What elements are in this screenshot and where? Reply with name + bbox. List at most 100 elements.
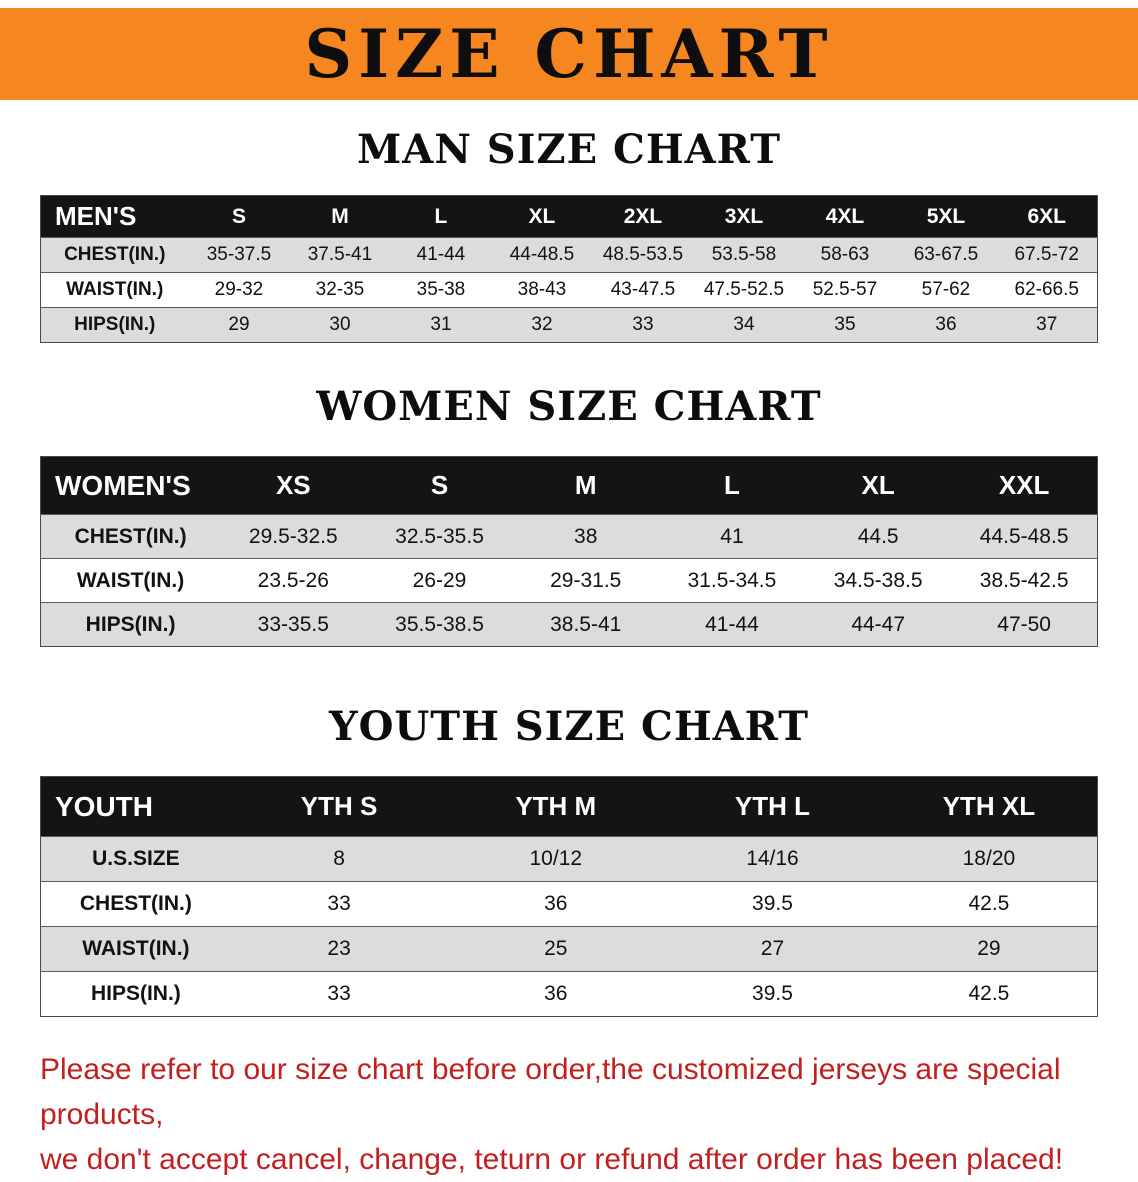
size-value-cell: 67.5-72: [1014, 244, 1079, 265]
size-value-cell: 33: [327, 982, 351, 1005]
size-column-header: XXL: [951, 456, 1098, 515]
size-value-cell: 62-66.5: [1014, 279, 1079, 300]
size-column-header: S: [188, 195, 290, 238]
size-value-cell: 36: [544, 892, 568, 915]
disclaimer-line-2: we don't accept cancel, change, teturn o…: [40, 1143, 1064, 1176]
size-value-cell: 35: [834, 314, 856, 335]
size-column-header: 3XL: [693, 195, 795, 238]
size-value-cell: 23: [327, 937, 351, 960]
table-row: WAIST(IN.) 23.5-26 26-29 29-31.5 31.5-34.5 34…: [40, 558, 1098, 603]
table-header-row: WOMEN'S XS S M L XL XXL: [40, 456, 1098, 515]
disclaimer-note: Please refer to our size chart before or…: [0, 1017, 1138, 1182]
size-value-cell: 41: [720, 524, 744, 548]
size-value-cell: 18/20: [962, 847, 1016, 870]
size-value-cell: 34: [733, 314, 755, 335]
size-value-cell: 53.5-58: [711, 244, 777, 265]
table-corner-label: WOMEN'S: [40, 456, 221, 515]
row-label: HIPS(IN.): [85, 612, 176, 636]
row-label: HIPS(IN.): [74, 314, 156, 335]
size-value-cell: 10/12: [529, 847, 583, 870]
size-column-header: 6XL: [996, 195, 1098, 238]
size-value-cell: 25: [544, 937, 568, 960]
banner: SIZE CHART: [0, 8, 1138, 100]
size-value-cell: 29-31.5: [550, 568, 622, 592]
size-value-cell: 42.5: [968, 982, 1010, 1005]
size-value-cell: 58-63: [820, 244, 870, 265]
size-value-cell: 39.5: [752, 892, 793, 915]
size-value-cell: 63-67.5: [913, 244, 979, 265]
table-row: HIPS(IN.) 33 36 39.5 42.5: [40, 971, 1098, 1017]
size-value-cell: 36: [935, 314, 957, 335]
size-value-cell: 14/16: [746, 847, 799, 870]
youth-section-heading: YOUTH SIZE CHART: [329, 703, 809, 750]
size-column-header: YTH L: [664, 776, 881, 837]
size-column-header: YTH XL: [880, 776, 1098, 837]
size-value-cell: 38.5-41: [550, 612, 622, 636]
table-row: U.S.SIZE 8 10/12 14/16 18/20: [40, 836, 1098, 882]
size-value-cell: 29: [977, 937, 1001, 960]
table-row: CHEST(IN.) 35-37.5 37.5-41 41-44 44-48.5 48.5…: [40, 237, 1098, 273]
size-value-cell: 33: [327, 892, 351, 915]
row-label: CHEST(IN.): [79, 892, 192, 915]
women-size-section: WOMEN SIZE CHART WOMEN'S XS S M L XL XXL CHEST(…: [0, 343, 1138, 647]
size-column-header: YTH S: [230, 776, 448, 837]
row-label: CHEST(IN.): [64, 244, 166, 265]
row-label: CHEST(IN.): [74, 524, 187, 548]
size-column-header: XS: [220, 456, 367, 515]
disclaimer-line-1: Please refer to our size chart before or…: [40, 1053, 1061, 1131]
size-value-cell: 39.5: [752, 982, 793, 1005]
row-label: WAIST(IN.): [82, 937, 190, 960]
row-label: WAIST(IN.): [66, 279, 164, 300]
women-size-table: WOMEN'S XS S M L XL XXL CHEST(IN.) 29.5-32.5 32.5…: [40, 456, 1098, 647]
size-column-header: M: [289, 195, 391, 238]
size-value-cell: 35.5-38.5: [395, 612, 484, 636]
table-corner-label: YOUTH: [40, 776, 231, 837]
youth-size-section: YOUTH SIZE CHART YOUTH YTH S YTH M YTH L YTH…: [0, 647, 1138, 1017]
size-column-header: L: [658, 456, 806, 515]
size-value-cell: 31: [430, 314, 452, 335]
table-header-row: MEN'S S M L XL 2XL 3XL 4XL 5XL 6XL: [40, 195, 1098, 238]
size-value-cell: 47.5-52.5: [703, 279, 785, 300]
size-value-cell: 34.5-38.5: [833, 568, 923, 592]
size-value-cell: 29.5-32.5: [248, 524, 338, 548]
size-value-cell: 41-44: [416, 244, 466, 265]
size-value-cell: 37.5-41: [307, 244, 373, 265]
size-value-cell: 23.5-26: [257, 568, 329, 592]
table-row: WAIST(IN.) 29-32 32-35 35-38 38-43 43-47.5 47.…: [40, 272, 1098, 308]
size-value-cell: 44.5: [857, 524, 899, 548]
size-value-cell: 33-35.5: [257, 612, 329, 636]
table-row: CHEST(IN.) 29.5-32.5 32.5-35.5 38 41 44.5 44.5…: [40, 514, 1098, 559]
row-label: U.S.SIZE: [92, 847, 180, 870]
size-value-cell: 52.5-57: [812, 279, 878, 300]
size-column-header: YTH M: [447, 776, 665, 837]
size-column-header: XL: [805, 456, 952, 515]
size-value-cell: 57-62: [921, 279, 971, 300]
size-value-cell: 38.5-42.5: [979, 568, 1069, 592]
size-value-cell: 33: [632, 314, 654, 335]
size-value-cell: 30: [329, 314, 351, 335]
size-value-cell: 43-47.5: [610, 279, 676, 300]
size-value-cell: 8: [333, 847, 345, 870]
men-size-section: MAN SIZE CHART MEN'S S M L XL 2XL 3XL 4XL 5XL 6XL…: [0, 100, 1138, 343]
size-value-cell: 29: [228, 314, 250, 335]
size-value-cell: 38-43: [517, 279, 567, 300]
size-column-header: 5XL: [895, 195, 997, 238]
size-value-cell: 26-29: [412, 568, 467, 592]
youth-size-table: YOUTH YTH S YTH M YTH L YTH XL U.S.SIZE 8 10/12…: [40, 776, 1098, 1017]
size-value-cell: 37: [1036, 314, 1058, 335]
size-value-cell: 42.5: [968, 892, 1010, 915]
size-value-cell: 27: [760, 937, 785, 960]
size-column-header: M: [512, 456, 659, 515]
size-value-cell: 36: [544, 982, 568, 1005]
table-row: HIPS(IN.) 33-35.5 35.5-38.5 38.5-41 41-44 44-…: [40, 602, 1098, 647]
size-value-cell: 35-38: [416, 279, 466, 300]
women-section-heading: WOMEN SIZE CHART: [316, 383, 822, 430]
size-value-cell: 32: [531, 314, 553, 335]
size-column-header: 4XL: [794, 195, 896, 238]
size-column-header: XL: [491, 195, 593, 238]
men-size-table: MEN'S S M L XL 2XL 3XL 4XL 5XL 6XL CHEST(IN.) 35-37…: [40, 195, 1098, 343]
size-value-cell: 38: [574, 524, 598, 548]
row-label: WAIST(IN.): [76, 568, 185, 592]
size-column-header: S: [366, 456, 513, 515]
